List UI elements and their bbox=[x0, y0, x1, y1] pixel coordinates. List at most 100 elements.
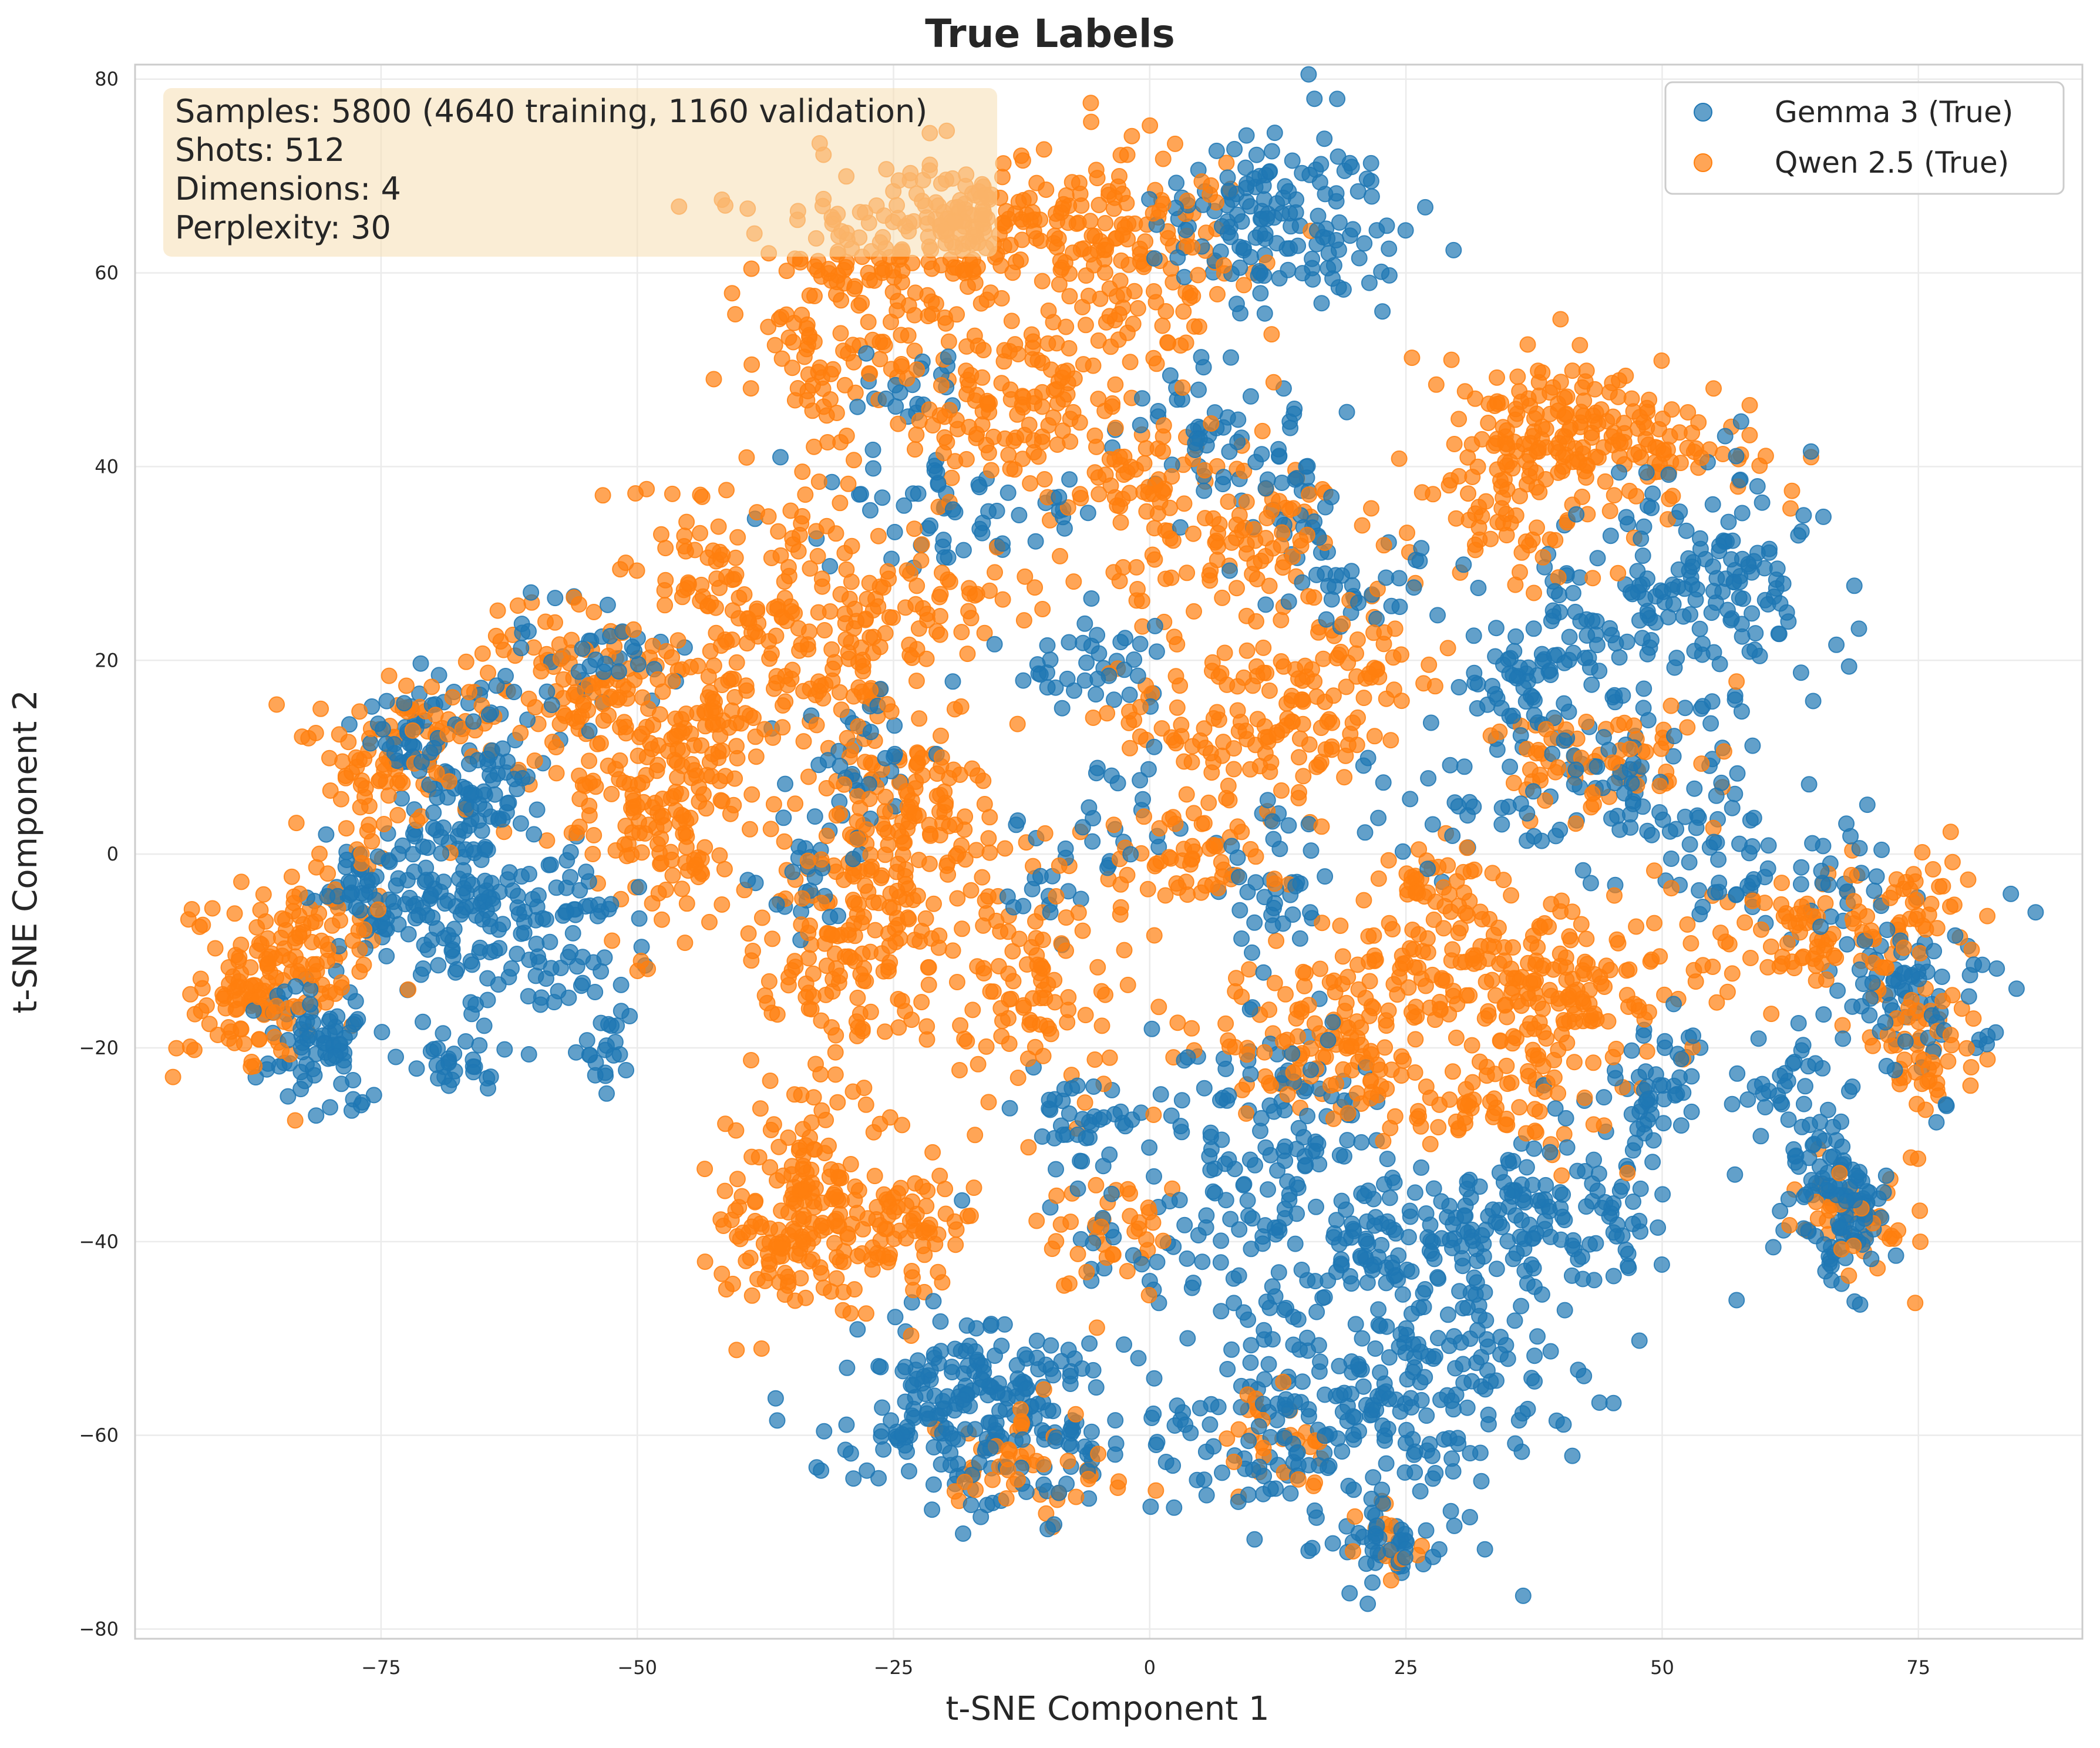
point-gemma bbox=[1442, 757, 1459, 774]
point-qwen bbox=[824, 660, 842, 677]
point-gemma bbox=[1190, 381, 1207, 398]
point-qwen bbox=[1547, 764, 1564, 781]
point-qwen bbox=[1460, 485, 1476, 502]
point-qwen bbox=[1059, 1453, 1076, 1470]
point-qwen bbox=[311, 845, 328, 862]
point-qwen bbox=[1115, 559, 1132, 576]
point-qwen bbox=[257, 913, 274, 930]
point-gemma bbox=[1240, 1207, 1257, 1224]
point-gemma bbox=[1142, 1498, 1159, 1515]
point-gemma bbox=[1394, 1286, 1411, 1303]
point-gemma bbox=[455, 862, 472, 879]
point-gemma bbox=[1873, 841, 1890, 858]
point-qwen bbox=[1119, 1263, 1136, 1280]
point-qwen bbox=[1147, 1482, 1165, 1499]
point-qwen bbox=[1444, 1063, 1461, 1080]
point-gemma bbox=[1439, 1306, 1456, 1323]
point-qwen bbox=[879, 696, 896, 712]
point-qwen bbox=[233, 873, 250, 890]
point-qwen bbox=[1024, 990, 1041, 1007]
point-qwen bbox=[1741, 426, 1758, 443]
point-gemma bbox=[1790, 1015, 1807, 1031]
point-qwen bbox=[1247, 848, 1264, 865]
point-gemma bbox=[1759, 860, 1776, 877]
point-gemma bbox=[1644, 1154, 1661, 1171]
point-gemma bbox=[1190, 1227, 1207, 1243]
point-qwen bbox=[594, 487, 611, 504]
point-gemma bbox=[1686, 780, 1703, 797]
point-gemma bbox=[1088, 686, 1105, 703]
point-gemma bbox=[887, 1309, 904, 1326]
point-gemma bbox=[1559, 1139, 1576, 1156]
point-gemma bbox=[345, 1072, 362, 1088]
point-gemma bbox=[1306, 513, 1323, 530]
point-gemma bbox=[1739, 1091, 1756, 1108]
point-qwen bbox=[628, 562, 645, 579]
point-gemma bbox=[1207, 1185, 1223, 1202]
point-qwen bbox=[1126, 283, 1143, 300]
point-gemma bbox=[1381, 240, 1398, 257]
point-qwen bbox=[1382, 1572, 1399, 1589]
point-qwen bbox=[664, 867, 681, 884]
point-qwen bbox=[679, 580, 696, 597]
point-gemma bbox=[962, 1497, 980, 1514]
point-qwen bbox=[1112, 273, 1129, 290]
point-gemma bbox=[1635, 680, 1653, 697]
point-gemma bbox=[1420, 770, 1437, 787]
point-gemma bbox=[1708, 787, 1725, 804]
point-gemma bbox=[1625, 1193, 1641, 1210]
point-gemma bbox=[1960, 988, 1977, 1005]
point-qwen bbox=[995, 155, 1012, 172]
point-qwen bbox=[729, 529, 746, 546]
point-gemma bbox=[1691, 620, 1708, 637]
point-qwen bbox=[993, 290, 1010, 307]
point-gemma bbox=[373, 1024, 391, 1041]
point-qwen bbox=[816, 622, 833, 638]
point-qwen bbox=[1038, 181, 1055, 198]
point-gemma bbox=[772, 449, 789, 466]
point-qwen bbox=[926, 895, 942, 912]
point-gemma bbox=[1239, 1192, 1256, 1209]
point-gemma bbox=[1877, 1014, 1894, 1031]
point-qwen bbox=[1028, 1212, 1045, 1229]
point-gemma bbox=[1469, 700, 1486, 717]
point-qwen bbox=[944, 942, 961, 959]
point-gemma bbox=[1802, 1117, 1818, 1134]
point-qwen bbox=[1185, 805, 1202, 822]
point-gemma bbox=[1761, 544, 1778, 561]
point-qwen bbox=[1088, 1176, 1105, 1194]
point-qwen bbox=[1099, 705, 1116, 722]
point-gemma bbox=[1281, 1192, 1298, 1209]
point-qwen bbox=[1556, 1125, 1573, 1142]
point-qwen bbox=[1200, 794, 1217, 811]
point-qwen bbox=[1229, 580, 1245, 597]
point-qwen bbox=[1408, 1008, 1425, 1025]
point-qwen bbox=[630, 747, 647, 764]
point-qwen bbox=[1209, 285, 1226, 302]
point-qwen bbox=[906, 520, 923, 537]
point-gemma bbox=[1746, 1078, 1764, 1095]
point-qwen bbox=[1179, 564, 1196, 581]
point-qwen bbox=[854, 663, 871, 680]
point-qwen bbox=[1911, 1202, 1929, 1219]
point-qwen bbox=[1209, 552, 1226, 569]
point-qwen bbox=[776, 573, 793, 590]
point-qwen bbox=[1946, 896, 1963, 913]
point-gemma bbox=[1657, 1039, 1673, 1056]
point-qwen bbox=[766, 680, 782, 697]
point-qwen bbox=[906, 932, 923, 949]
point-qwen bbox=[1960, 871, 1977, 888]
point-qwen bbox=[1628, 918, 1645, 935]
point-gemma bbox=[877, 390, 894, 407]
point-gemma bbox=[1176, 1216, 1193, 1233]
point-gemma bbox=[1101, 1146, 1118, 1163]
point-gemma bbox=[1515, 1587, 1532, 1604]
point-gemma bbox=[378, 693, 395, 710]
point-gemma bbox=[1505, 1251, 1522, 1268]
point-gemma bbox=[1005, 899, 1022, 916]
point-qwen bbox=[756, 987, 773, 1004]
point-qwen bbox=[1653, 740, 1670, 757]
point-gemma bbox=[837, 1441, 854, 1458]
point-gemma bbox=[1299, 1108, 1316, 1124]
point-gemma bbox=[1729, 1065, 1746, 1082]
